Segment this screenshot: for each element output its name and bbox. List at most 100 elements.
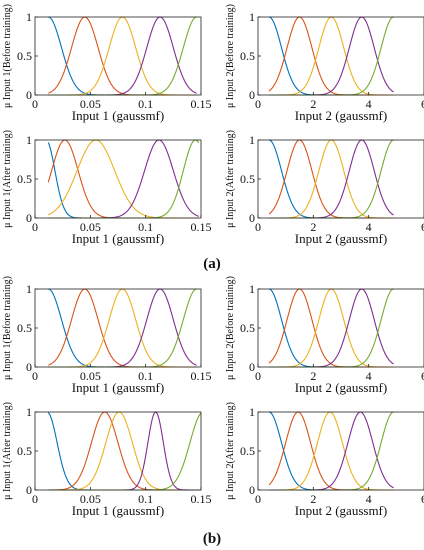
- mf-curve-1: [47, 412, 201, 491]
- y-tick-label: 1: [26, 282, 32, 296]
- y-tick-label: 1: [26, 10, 32, 24]
- x-tick-label: 0.05: [80, 492, 101, 506]
- x-axis-label: Input 2 (gaussmf): [295, 503, 387, 518]
- x-tick-label: 6: [421, 369, 424, 383]
- mf-curve-3: [48, 16, 197, 96]
- mf-curve-4: [48, 16, 197, 96]
- subplot-7: 0 0.05 0.1 0.15 0 0.5 1 Input 1 (gaussmf) μ Inpu…: [2, 402, 212, 518]
- x-tick-label: 2: [310, 369, 316, 383]
- y-tick-label: 0: [26, 88, 32, 102]
- mf-curve-4: [269, 16, 394, 96]
- mf-curve-5: [48, 16, 197, 96]
- mf-curve-3: [48, 411, 201, 491]
- x-tick-label: 4: [366, 220, 372, 234]
- y-axis-label: μ Input 1(Before training): [2, 276, 13, 380]
- panel-label-b: (b): [203, 531, 221, 547]
- x-tick-label: 0: [32, 369, 38, 383]
- x-tick-label: 6: [421, 97, 424, 111]
- mf-curve-2: [268, 288, 394, 368]
- plots-container: 0 0.05 0.1 0.15 0 0.5 1 Input 1 (gaussmf) μ Inpu…: [2, 4, 424, 518]
- mf-curve-4: [269, 288, 394, 368]
- mf-curve-4: [48, 288, 197, 368]
- mf-curve-4: [48, 411, 201, 491]
- mf-curve-5: [269, 16, 394, 96]
- panel-label-a: (a): [203, 256, 221, 272]
- x-axis-label: Input 1 (gaussmf): [72, 231, 164, 246]
- subplot-8: 0 2 4 6 0 0.5 1 Input 2 (gaussmf) μ Input 2(Afte…: [225, 402, 424, 518]
- mf-curve-5: [269, 139, 394, 219]
- subplot-2: 0 2 4 6 0 0.5 1 Input 2 (gaussmf) μ Input 2(Befo…: [225, 4, 424, 123]
- x-tick-label: 0.05: [80, 220, 101, 234]
- subplot-6: 0 2 4 6 0 0.5 1 Input 2 (gaussmf) μ Input 2(Befo…: [225, 276, 424, 395]
- y-tick-label: 0: [249, 360, 255, 374]
- x-tick-label: 0.15: [191, 492, 212, 506]
- x-tick-label: 2: [310, 492, 316, 506]
- x-tick-label: 0.15: [191, 220, 212, 234]
- x-axis-label: Input 2 (gaussmf): [295, 380, 387, 395]
- x-axis-label: Input 1 (gaussmf): [72, 108, 164, 123]
- axes-box: [257, 139, 424, 219]
- x-axis-label: Input 1 (gaussmf): [72, 380, 164, 395]
- x-tick-label: 0.15: [191, 369, 212, 383]
- x-tick-label: 0.1: [138, 220, 153, 234]
- y-axis-label: μ Input 2(After training): [225, 130, 236, 228]
- axes-box: [34, 411, 202, 491]
- y-tick-label: 1: [249, 10, 255, 24]
- y-tick-label: 0.5: [17, 49, 32, 63]
- y-axis-label: μ Input 2(Before training): [225, 276, 236, 380]
- y-tick-label: 1: [249, 133, 255, 147]
- y-tick-label: 0.5: [240, 49, 255, 63]
- mf-curve-1: [268, 288, 394, 368]
- y-axis-label: μ Input 1(After training): [2, 402, 13, 500]
- x-tick-label: 0.05: [80, 97, 101, 111]
- y-tick-label: 0: [249, 88, 255, 102]
- x-tick-label: 0: [32, 220, 38, 234]
- mf-curve-5: [48, 412, 202, 491]
- mf-curve-5: [269, 288, 394, 368]
- x-axis-label: Input 2 (gaussmf): [295, 108, 387, 123]
- y-tick-label: 0: [26, 483, 32, 497]
- y-tick-label: 0: [26, 211, 32, 225]
- x-tick-label: 4: [366, 97, 372, 111]
- mf-curve-1: [268, 16, 394, 96]
- y-tick-label: 0.5: [240, 172, 255, 186]
- y-tick-label: 0.5: [17, 444, 32, 458]
- mf-curve-2: [48, 288, 197, 368]
- mf-curve-4: [48, 139, 199, 219]
- x-tick-label: 0: [255, 97, 261, 111]
- mf-curve-1: [48, 288, 197, 368]
- axes-box: [257, 288, 424, 368]
- x-axis-label: Input 2 (gaussmf): [295, 231, 387, 246]
- x-tick-label: 2: [310, 97, 316, 111]
- x-tick-label: 0: [255, 220, 261, 234]
- y-tick-label: 1: [26, 133, 32, 147]
- y-tick-label: 1: [249, 282, 255, 296]
- y-tick-label: 0.5: [17, 172, 32, 186]
- x-tick-label: 0: [255, 492, 261, 506]
- subplot-5: 0 0.05 0.1 0.15 0 0.5 1 Input 1 (gaussmf) μ Inpu…: [2, 276, 212, 395]
- y-tick-label: 1: [249, 405, 255, 419]
- y-tick-label: 0: [249, 211, 255, 225]
- mf-curve-2: [268, 16, 394, 96]
- x-tick-label: 0: [32, 492, 38, 506]
- y-tick-label: 0: [249, 483, 255, 497]
- mf-curve-1: [48, 16, 197, 96]
- x-tick-label: 0.05: [80, 369, 101, 383]
- x-tick-label: 0: [32, 97, 38, 111]
- subplot-3: 0 0.05 0.1 0.15 0 0.5 1 Input 1 (gaussmf) μ Inpu…: [2, 130, 212, 246]
- mf-curve-5: [48, 288, 197, 368]
- mf-curve-4: [269, 411, 394, 491]
- x-tick-label: 0.15: [191, 97, 212, 111]
- mf-curve-3: [269, 139, 394, 219]
- subplot-1: 0 0.05 0.1 0.15 0 0.5 1 Input 1 (gaussmf) μ Inpu…: [2, 4, 212, 123]
- y-tick-label: 0: [26, 360, 32, 374]
- x-tick-label: 4: [366, 492, 372, 506]
- y-axis-label: μ Input 1(After training): [2, 130, 13, 228]
- x-tick-label: 0.1: [138, 369, 153, 383]
- mf-curve-3: [48, 288, 197, 368]
- y-tick-label: 0.5: [17, 321, 32, 335]
- y-axis-label: μ Input 2(Before training): [225, 4, 236, 108]
- mf-curve-4: [269, 139, 394, 219]
- x-tick-label: 0.1: [138, 492, 153, 506]
- axes-box: [257, 16, 424, 96]
